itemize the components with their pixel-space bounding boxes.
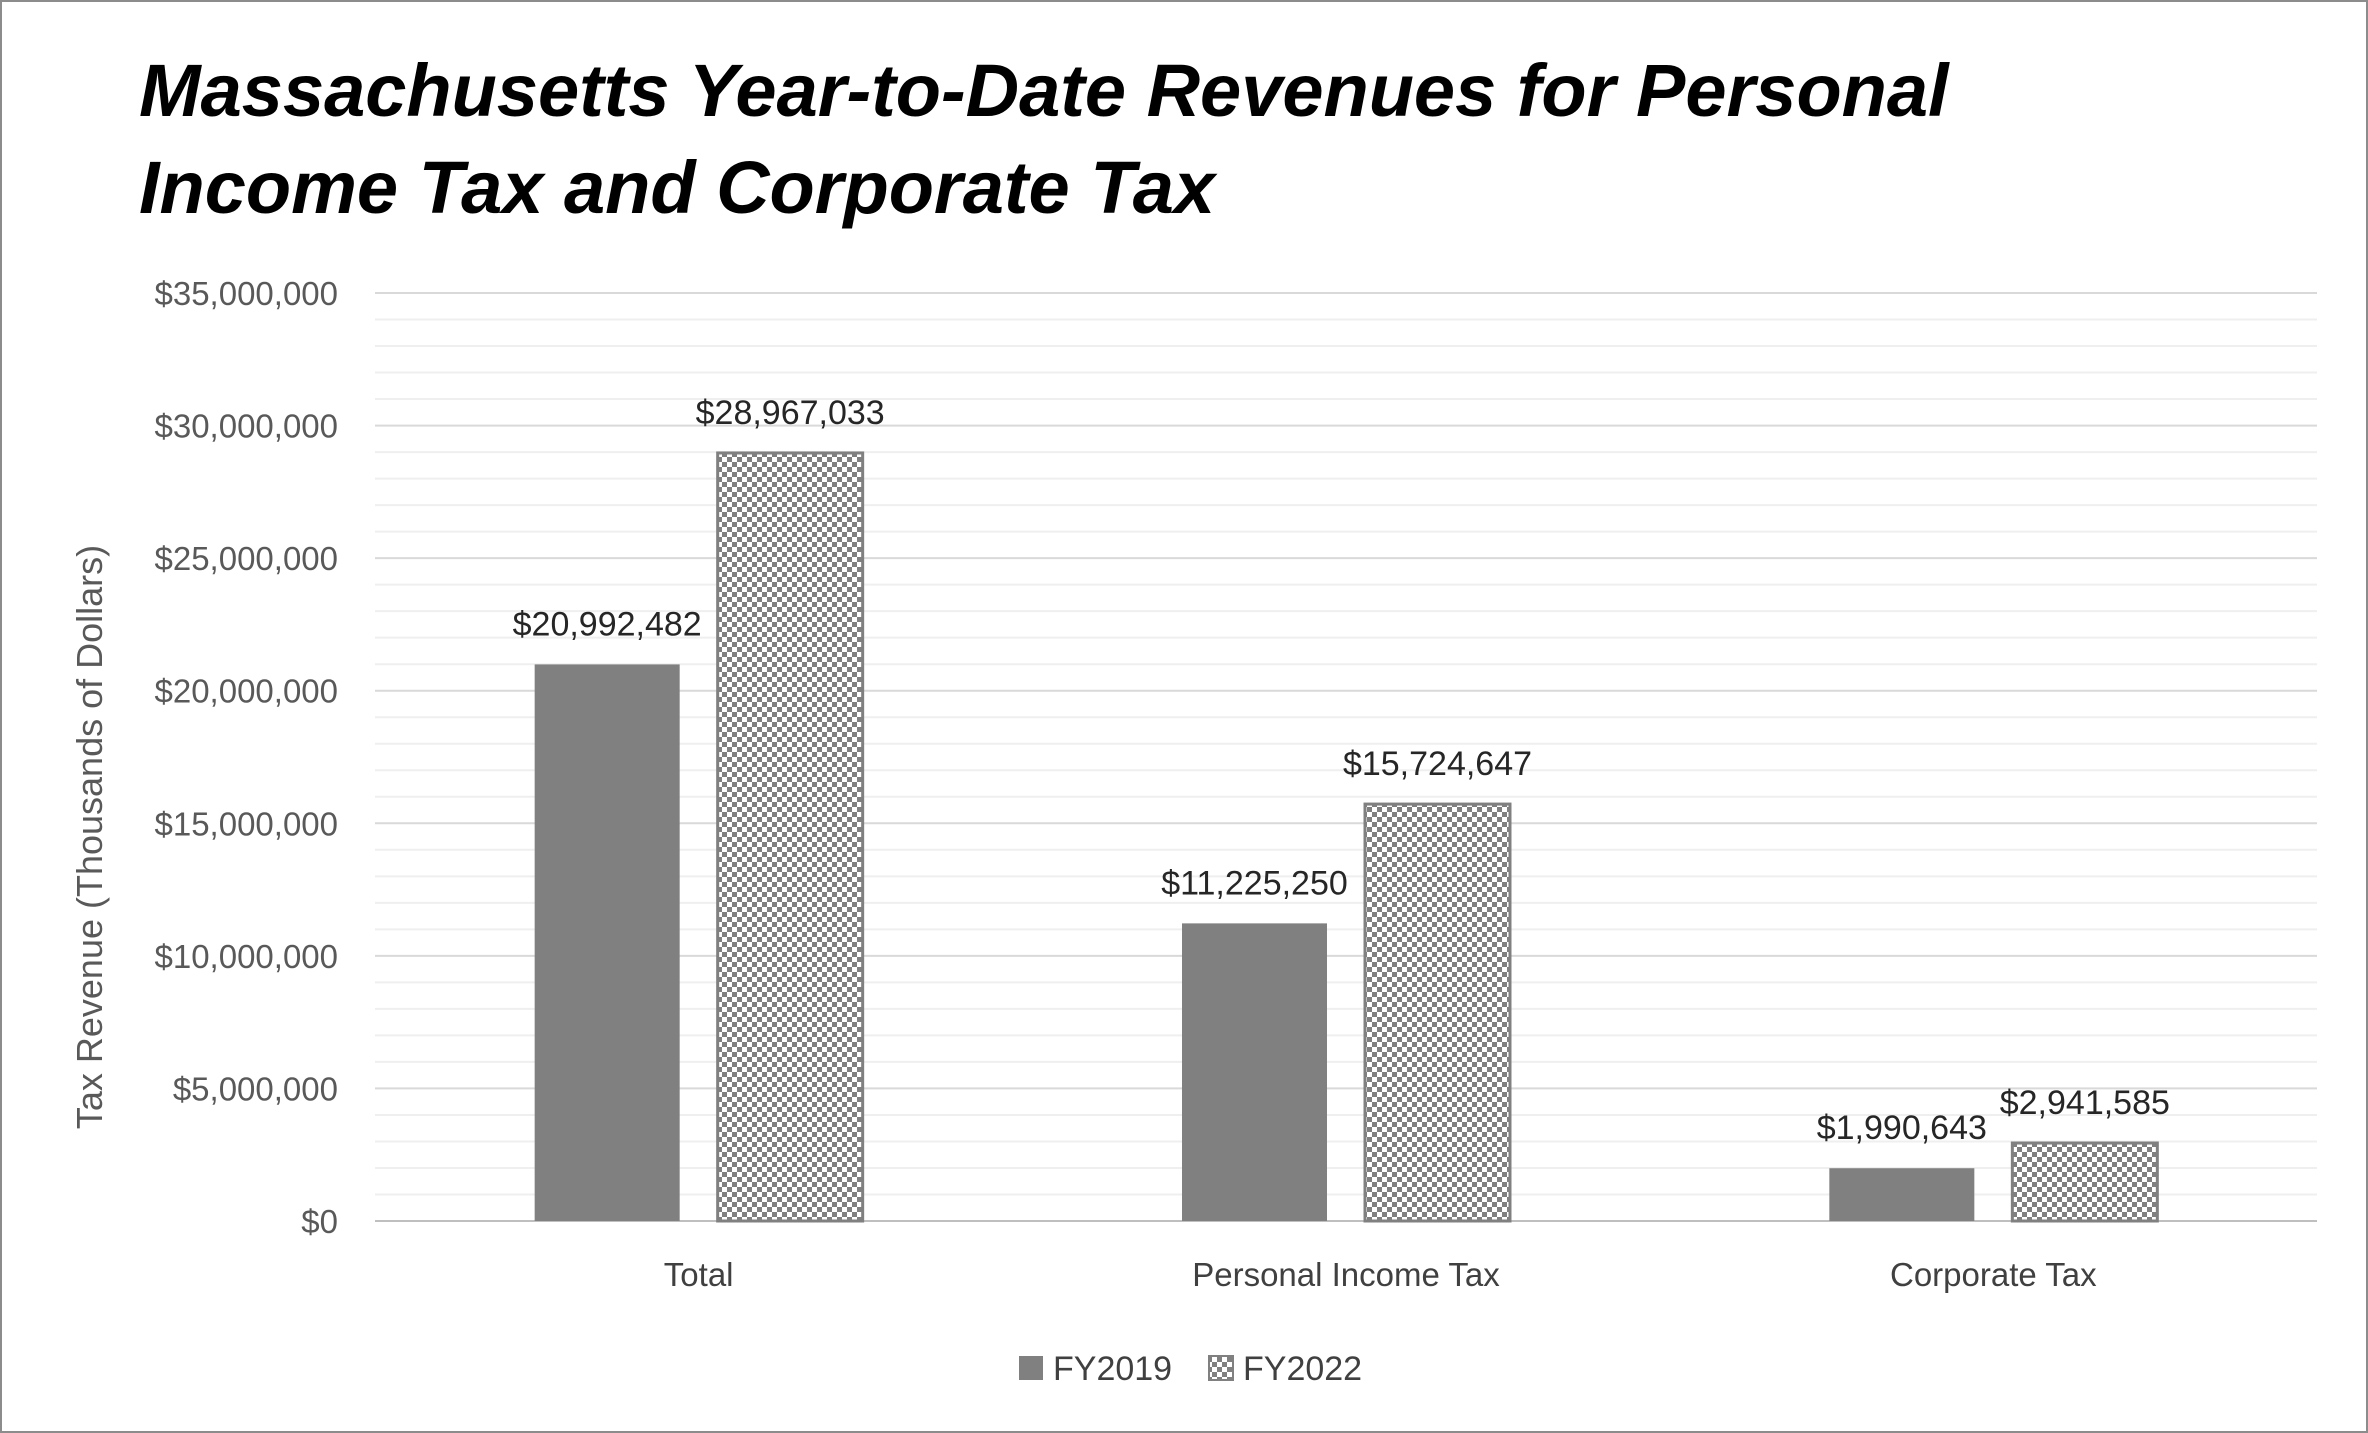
y-axis-tick-labels: $0 $5,000,000 $10,000,000 $15,000,000 $20,00… [154, 275, 338, 1240]
category-label: Personal Income Tax [1192, 1256, 1500, 1293]
data-labels: $20,992,482 $28,967,033 $11,225,250 $15,724… [513, 394, 2170, 1147]
y-axis-title: Tax Revenue (Thousands of Dollars) [69, 545, 110, 1129]
category-label: Corporate Tax [1890, 1256, 2097, 1293]
y-tick-label: $25,000,000 [154, 540, 338, 577]
y-tick-label: $30,000,000 [154, 408, 338, 445]
legend-swatch-fy2022 [1208, 1355, 1234, 1381]
y-tick-label: $15,000,000 [154, 805, 338, 842]
data-label: $11,225,250 [1161, 864, 1348, 902]
legend-label-fy2022: FY2022 [1243, 1350, 1362, 1388]
y-tick-label: $20,000,000 [154, 673, 338, 710]
category-labels: Total Personal Income Tax Corporate Tax [664, 1256, 2097, 1293]
bar-fy2019-corporate-tax [1829, 1168, 1975, 1221]
data-label: $28,967,033 [696, 394, 885, 432]
bar-fy2019-total [534, 664, 680, 1221]
data-label: $20,992,482 [513, 605, 702, 643]
data-label: $2,941,585 [2000, 1084, 2170, 1122]
bar-fy2019-personal-income-tax [1182, 923, 1327, 1221]
y-tick-label: $10,000,000 [154, 938, 338, 975]
legend: FY2019 FY2022 [1019, 1350, 1362, 1388]
data-label: $15,724,647 [1343, 745, 1532, 783]
bar-fy2022-personal-income-tax [1363, 802, 1512, 1223]
minor-gridlines [375, 318, 2317, 1196]
y-tick-label: $35,000,000 [154, 275, 338, 312]
category-label: Total [664, 1256, 734, 1293]
data-label: $1,990,643 [1817, 1109, 1987, 1147]
bars [534, 451, 2159, 1223]
y-tick-label: $5,000,000 [173, 1070, 338, 1107]
legend-label-fy2019: FY2019 [1053, 1350, 1172, 1388]
bar-fy2022-total [716, 451, 865, 1223]
y-tick-label: $0 [301, 1203, 338, 1240]
major-gridlines [375, 292, 2317, 1222]
bar-fy2022-corporate-tax [2010, 1141, 2159, 1223]
legend-swatch-fy2019 [1019, 1356, 1043, 1380]
chart-title: Massachusetts Year-to-Date Revenues for … [139, 49, 1949, 229]
